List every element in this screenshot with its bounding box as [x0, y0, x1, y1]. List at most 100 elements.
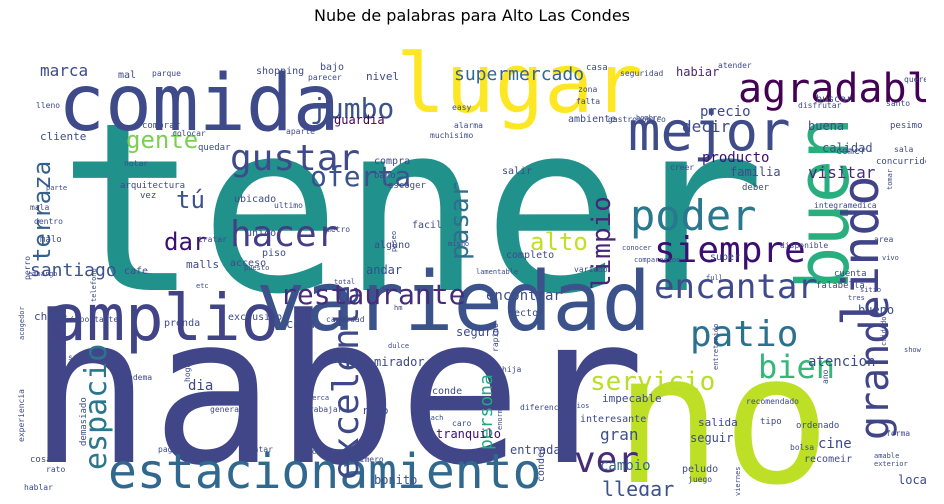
- word-tipo: tipo: [760, 417, 782, 427]
- word-hablar: hablar: [24, 483, 53, 492]
- word-nino: nino: [188, 392, 215, 405]
- word-tranquilo: tranquilo: [436, 427, 501, 441]
- word-acogedor: acogedor: [18, 306, 26, 340]
- word-exterior: exterior: [874, 460, 908, 468]
- word-gastronomico: gastronomico: [608, 115, 666, 124]
- word-demasiado: demasiado: [79, 397, 89, 446]
- word-tomar: tomar: [886, 169, 894, 190]
- word-grande: grande: [852, 296, 898, 441]
- word-servicio: servicio: [590, 367, 715, 397]
- word-lugar: lugar: [396, 37, 643, 132]
- word-total: total: [334, 278, 355, 286]
- word-impecable: impecable: [602, 392, 662, 405]
- word-comprar: comprar: [142, 121, 181, 131]
- word-comparacion: comparacion: [634, 256, 680, 264]
- word-gustar: gustar: [230, 138, 360, 179]
- word-cantidad: cantidad: [326, 315, 365, 324]
- word-llegar: llegar: [602, 477, 674, 496]
- word-seguridad: seguridad: [620, 69, 664, 78]
- word-precio: precio: [700, 104, 751, 120]
- word-hm: hm: [394, 304, 402, 312]
- word-espacio: espacio: [79, 344, 114, 470]
- word-lamentable: lamentable: [476, 268, 518, 276]
- word-falta: falta: [576, 97, 600, 106]
- word-malls: malls: [186, 258, 219, 271]
- word-tres: tres: [848, 294, 865, 302]
- word-rato: rato: [46, 465, 65, 474]
- word-dulce: dulce: [388, 342, 409, 350]
- word-buen: buen: [781, 117, 865, 290]
- word-sitio: sitio: [860, 286, 881, 294]
- word-santiago: santiago: [30, 260, 117, 281]
- word-santo: santo: [886, 99, 910, 108]
- word-parque: parque: [152, 69, 181, 78]
- word-comer: comer: [836, 146, 866, 157]
- word-casa: casa: [586, 63, 608, 73]
- word-exclusivo: exclusivo: [228, 312, 282, 323]
- word-mismo: mismo: [448, 240, 469, 248]
- word-encontrar: encontrar: [486, 288, 562, 304]
- word-amplio: amplio: [48, 282, 279, 356]
- word-diferencia: diferencia: [520, 403, 568, 412]
- word-siempre: siempre: [654, 230, 806, 271]
- word-cerca: cerca: [308, 394, 329, 402]
- word-completo: completo: [506, 250, 554, 261]
- word-cuenta: cuenta: [834, 269, 867, 279]
- word-caja: caja: [286, 317, 315, 331]
- word-bolsa: bolsa: [790, 443, 814, 452]
- word-atencion: atencion: [808, 354, 875, 370]
- word-opción: opción: [600, 352, 629, 362]
- word-bueno: bueno: [858, 303, 894, 317]
- word-comida: comida: [58, 59, 340, 149]
- word-condes: condes: [536, 446, 547, 482]
- word-bajo: bajo: [320, 62, 344, 73]
- word-hija: hija: [502, 365, 521, 374]
- word-alto: alto: [530, 228, 588, 256]
- word-bonito: bonito: [374, 473, 417, 487]
- word-amable: amable: [874, 452, 899, 460]
- word-sala: sala: [894, 145, 913, 154]
- word-cosa: cosa: [30, 455, 52, 465]
- word-arquitectura: arquitectura: [120, 181, 185, 191]
- word-metro: metro: [326, 225, 350, 234]
- word-gente: gente: [126, 126, 198, 154]
- word-entrada: entrada: [510, 443, 561, 457]
- word-escoger: escoger: [388, 181, 427, 191]
- word-guardia: guardia: [334, 113, 385, 127]
- word-querer: querer: [904, 75, 926, 84]
- word-full: full: [706, 274, 723, 282]
- word-visitar: visitar: [808, 163, 876, 182]
- word-marca: marca: [40, 61, 88, 80]
- word-contar: contar: [244, 445, 273, 454]
- word-ofrecer: ofrecer: [312, 447, 346, 456]
- word-deber: deber: [742, 183, 770, 193]
- word-hombre: hombre: [636, 114, 661, 122]
- word-oferta: oferta: [310, 160, 411, 193]
- word-acceso: acceso: [230, 258, 266, 269]
- word-aparte: aparte: [286, 127, 315, 136]
- word-salir: salir: [502, 166, 532, 177]
- word-chile: chile: [34, 310, 67, 323]
- word-muchisimo: muchisimo: [430, 131, 474, 140]
- word-sacar: sacar: [68, 353, 92, 362]
- word-area: area: [874, 235, 893, 244]
- word-mala: mala: [30, 203, 49, 212]
- word-seguro: seguro: [456, 325, 499, 339]
- word-variedad: variedad: [256, 255, 651, 350]
- word-enorme: enorme: [496, 405, 504, 430]
- word-hogar: hogar: [183, 358, 192, 382]
- word-dia: dia: [188, 378, 213, 394]
- word-experiencia: experiencia: [18, 389, 26, 442]
- word-buena: buena: [808, 119, 844, 133]
- word-andar: andar: [366, 263, 402, 277]
- word-tú: tú: [176, 186, 205, 214]
- word-varios: varios: [564, 402, 589, 410]
- word-vez: vez: [140, 191, 156, 201]
- word-facil: facil: [412, 220, 442, 231]
- word-calidad: calidad: [822, 141, 873, 155]
- word-vivo: vivo: [882, 254, 899, 262]
- word-importante: importante: [70, 315, 118, 324]
- word-mal: mal: [118, 70, 136, 81]
- word-bano: bano: [374, 171, 396, 181]
